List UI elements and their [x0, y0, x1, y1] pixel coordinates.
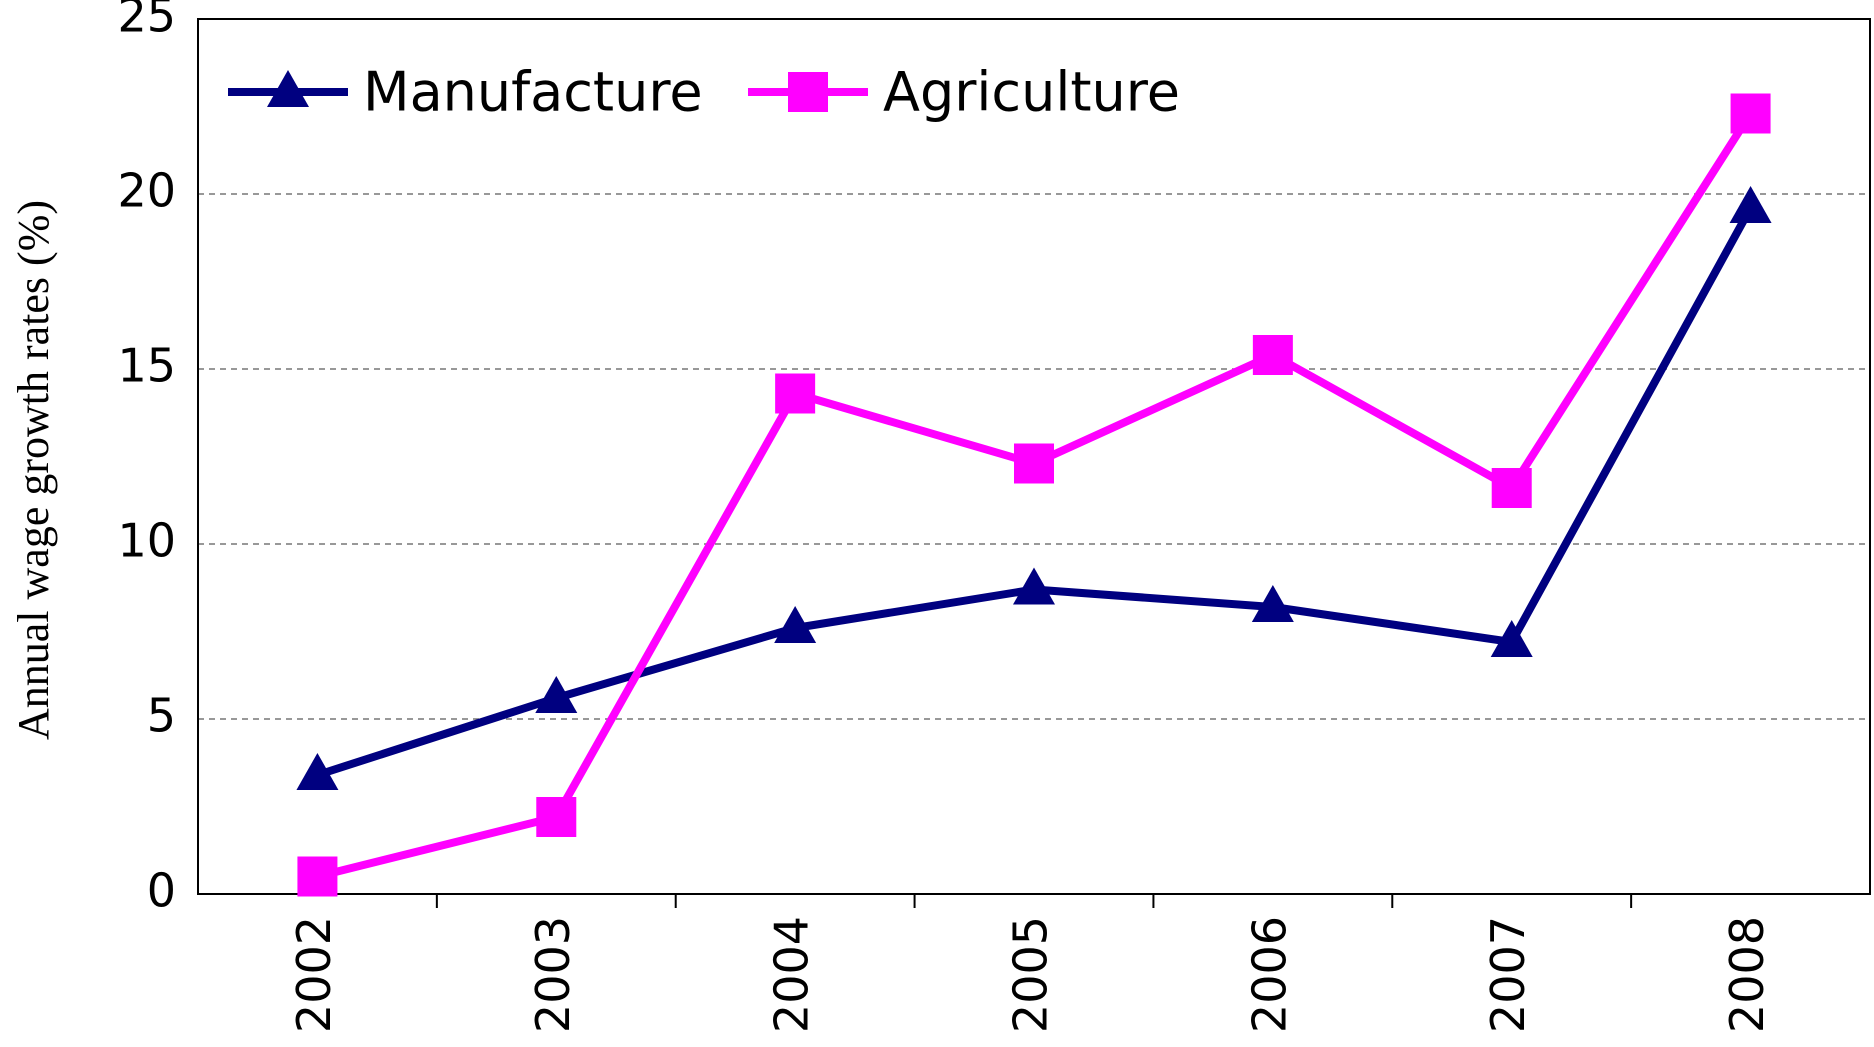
plot-frame — [197, 18, 1871, 895]
point-marker — [296, 753, 339, 790]
x-tick-label: 2007 — [1481, 916, 1535, 1033]
y-tick-label: 25 — [117, 0, 176, 43]
point-marker — [1490, 620, 1533, 657]
y-tick-label: 15 — [117, 339, 176, 393]
point-marker — [1252, 335, 1293, 375]
point-marker — [1013, 567, 1055, 605]
y-tick-label: 10 — [117, 514, 176, 568]
legend-marker — [267, 70, 309, 107]
series-line — [316, 206, 1755, 779]
point-marker — [536, 797, 577, 837]
point-marker — [535, 676, 578, 713]
y-tick-label: 5 — [147, 689, 176, 743]
series-line — [316, 111, 1754, 881]
legend-label: Manufacture — [363, 61, 703, 124]
x-tick-label: 2008 — [1720, 916, 1774, 1033]
legend-marker — [788, 72, 828, 112]
point-marker — [775, 373, 816, 414]
x-tick-label: 2003 — [526, 916, 580, 1033]
point-marker — [774, 606, 817, 643]
y-tick-label: 20 — [117, 164, 176, 218]
x-tick-label: 2005 — [1004, 916, 1058, 1033]
x-tick-label: 2006 — [1242, 916, 1296, 1033]
legend-label: Agriculture — [883, 61, 1180, 124]
point-marker — [1729, 186, 1772, 223]
y-tick-label: 0 — [147, 864, 176, 918]
y-axis-label: Annual wage growth rates (%) — [9, 200, 58, 740]
x-tick-label: 2004 — [765, 916, 819, 1033]
point-marker — [1251, 585, 1294, 622]
point-marker — [297, 856, 338, 897]
point-marker — [1014, 443, 1054, 484]
point-marker — [1491, 468, 1532, 508]
x-tick-label: 2002 — [287, 916, 341, 1033]
point-marker — [1730, 93, 1771, 134]
